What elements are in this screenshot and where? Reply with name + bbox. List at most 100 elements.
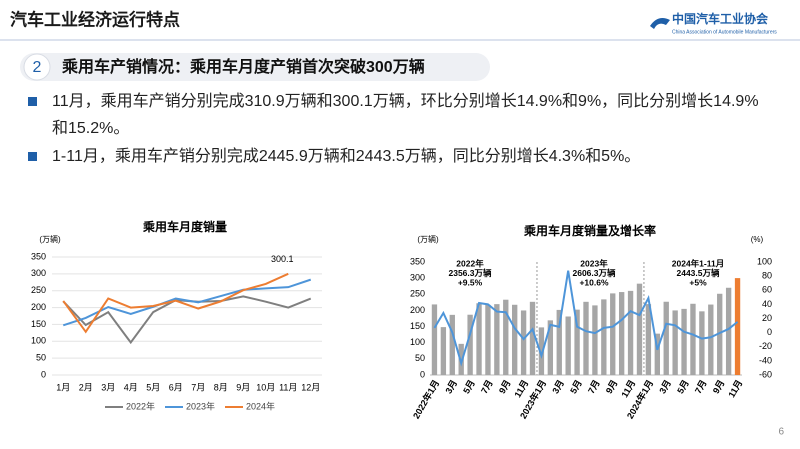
y-tick-label: 0: [41, 369, 46, 379]
bar: [467, 314, 473, 375]
series-line: [62, 272, 289, 334]
annotation: +9.5%: [458, 277, 483, 287]
y2-tick-label: 20: [762, 313, 772, 323]
legend-label: 2024年: [246, 400, 275, 411]
x-tick-label: 10月: [256, 382, 275, 392]
y-tick-label: 300: [410, 273, 425, 283]
bar: [476, 303, 482, 375]
series-line: [62, 278, 312, 327]
y-tick-label: 150: [31, 319, 46, 329]
logo-icon: [650, 18, 670, 29]
annotation: 2024年1-11月: [672, 258, 724, 268]
y-tick-label: 350: [410, 256, 425, 266]
bar: [494, 304, 500, 375]
x-tick-label: 9月: [236, 382, 250, 392]
y-tick-label: 200: [410, 305, 425, 315]
bar: [431, 304, 438, 375]
y-tick-label: 50: [415, 353, 425, 363]
bar: [440, 327, 447, 375]
y-unit: (万辆): [39, 234, 61, 244]
bar: [601, 299, 607, 375]
chart-title: 乘用车月度销量及增长率: [523, 223, 656, 238]
annotation: 2022年: [456, 258, 484, 268]
bullet-marker: [28, 152, 37, 161]
y-tick-label: 250: [31, 285, 46, 295]
bar: [592, 305, 598, 375]
y2-tick-label: 40: [762, 299, 772, 309]
logo-text: 中国汽车工业协会: [672, 11, 769, 26]
bar: [610, 293, 616, 375]
bar: [565, 316, 571, 375]
y-tick-label: 350: [31, 251, 46, 261]
bar: [458, 343, 464, 375]
y-tick-label: 100: [410, 337, 425, 347]
bar: [672, 310, 678, 375]
annotation: +5%: [689, 277, 707, 287]
y2-tick-label: -60: [759, 369, 772, 379]
y-tick-label: 100: [31, 336, 46, 346]
bar: [583, 301, 589, 375]
annotation: 300.1: [271, 254, 294, 264]
bar: [618, 292, 625, 375]
y-tick-label: 250: [410, 289, 425, 299]
y-tick-label: 50: [36, 353, 46, 363]
bullet-marker: [28, 97, 37, 106]
logo-subtext: China Association of Automobile Manufact…: [672, 29, 777, 35]
section-number: 2: [33, 59, 42, 76]
bullet-line: 1-11月，乘用车产销分别完成2445.9万辆和2443.5万辆，同比分别增长4…: [52, 147, 640, 165]
x-tick-label: 6月: [169, 382, 183, 392]
bullet-line: 和15.2%。: [52, 119, 129, 137]
bar: [690, 303, 696, 375]
slide-title: 汽车工业经济运行特点: [10, 9, 180, 29]
page-number: 6: [778, 427, 784, 438]
bar: [654, 333, 660, 375]
x-tick-label: 12月: [301, 382, 320, 392]
section-badge: [23, 53, 51, 81]
annotation: +10.6%: [579, 277, 609, 287]
annotation: 2356.3万辆: [449, 268, 492, 278]
bar: [734, 278, 741, 375]
y-tick-label: 300: [31, 268, 46, 278]
legend-label: 2023年: [186, 400, 215, 411]
x-tick-label: 1月: [56, 382, 70, 392]
bar: [725, 287, 732, 375]
bar: [663, 301, 669, 375]
x-tick-label: 3月: [101, 382, 115, 392]
bar: [538, 327, 545, 375]
y2-tick-label: -20: [759, 341, 772, 351]
bullet-text: 1-11月，乘用车产销分别完成2445.9万辆和2443.5万辆，同比分别增长4…: [52, 147, 640, 165]
x-tick-label: 8月: [214, 382, 228, 392]
x-tick-label: 2月: [79, 382, 93, 392]
bar: [547, 320, 554, 375]
bullet-line: 11月，乘用车产销分别完成310.9万辆和300.1万辆，环比分别增长14.9%…: [52, 92, 759, 110]
bullet-text: 11月，乘用车产销分别完成310.9万辆和300.1万辆，环比分别增长14.9%…: [52, 92, 759, 137]
series-line: [433, 270, 739, 367]
annotation: 2606.3万辆: [573, 268, 616, 278]
y2-tick-label: 0: [767, 327, 772, 337]
bar: [574, 309, 580, 375]
bar: [449, 314, 455, 375]
bar: [717, 293, 723, 375]
y-tick-label: 150: [410, 321, 425, 331]
bar: [485, 304, 491, 375]
y2-tick-label: 60: [762, 285, 772, 295]
bar: [699, 311, 705, 375]
bar: [708, 304, 714, 375]
bar: [503, 299, 509, 375]
bar: [512, 304, 518, 375]
annotation: 2443.5万辆: [677, 268, 720, 278]
y-tick-label: 0: [420, 369, 425, 379]
x-tick-label: 5月: [146, 382, 160, 392]
bar: [627, 290, 634, 375]
y-unit: (万辆): [417, 234, 439, 244]
chart-title: 乘用车月度销量: [142, 219, 227, 234]
bar: [645, 304, 652, 375]
bar: [681, 308, 687, 375]
y-tick-label: 200: [31, 302, 46, 312]
bar: [636, 283, 643, 375]
section-title: 乘用车产销情况：乘用车月度产销首次突破300万辆: [61, 57, 425, 76]
y2-unit: (%): [751, 235, 764, 244]
bar: [556, 309, 562, 375]
y2-tick-label: 80: [762, 271, 772, 281]
